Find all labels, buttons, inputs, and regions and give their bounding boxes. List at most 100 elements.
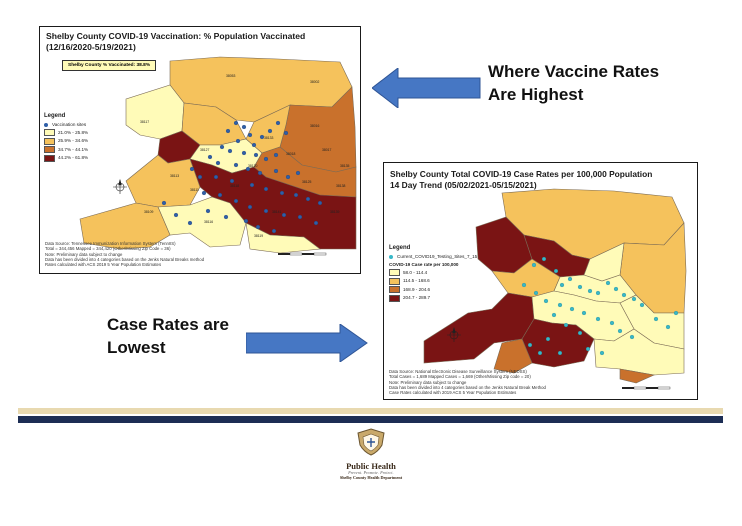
vaccination-site-marker: [233, 162, 239, 168]
vaccination-site-marker: [161, 200, 167, 206]
left-arrow-icon: [372, 68, 481, 108]
vaccination-site-marker: [279, 190, 285, 196]
case-rate-map-panel: Shelby County Total COVID-19 Case Rates …: [383, 162, 698, 400]
vaccination-map-title: Shelby County COVID-19 Vaccination: % Po…: [46, 31, 306, 41]
zip-label: 38138: [336, 184, 346, 188]
vaccination-site-marker: [253, 152, 259, 158]
vaccination-site-marker: [235, 138, 241, 144]
case-rate-map-title: Shelby County Total COVID-19 Case Rates …: [390, 169, 653, 179]
vaccination-legend: Legend Vaccination sites 21.0% - 25.8% 2…: [44, 113, 88, 163]
legend-label: 114.5 - 168.6: [403, 278, 430, 284]
vaccination-choropleth: 38053 38002 38016 38017 38018 38117 3811…: [79, 56, 357, 256]
testing-site-marker: [569, 306, 575, 312]
testing-site-marker: [617, 328, 623, 334]
testing-site-marker: [595, 290, 601, 296]
legend-swatch: [389, 269, 400, 277]
callout-line: Are Highest: [488, 85, 584, 104]
vaccination-site-marker: [263, 208, 269, 214]
zip-label: 38017: [322, 148, 332, 152]
vaccination-site-marker: [313, 220, 319, 226]
source-line: Total = 344,456 Mapped = 344,420 (Other/…: [45, 246, 171, 252]
source-line: Note: Preliminary data subject to change: [45, 251, 123, 257]
testing-site-marker: [527, 342, 533, 348]
testing-site-marker: [551, 312, 557, 318]
legend-swatch: [389, 277, 400, 285]
legend-subtitle: COVID-19 Case rate per 100,000: [389, 261, 459, 267]
vaccination-site-marker: [219, 144, 225, 150]
footer-navy-band: [18, 416, 723, 423]
logo-department: Shelby County Health Department: [339, 475, 403, 480]
testing-site-marker: [537, 350, 543, 356]
scale-bar: [278, 252, 327, 256]
legend-label: 25.9% - 34.6%: [58, 138, 89, 144]
legend-label: 58.0 - 114.4: [403, 269, 428, 275]
vaccination-site-marker: [233, 120, 239, 126]
zip-label: 38139: [330, 210, 340, 214]
legend-label: Current_COVID19_Testing_Sites_7_15: [397, 254, 478, 260]
vaccination-map-date-range: (12/16/2020-5/19/2021): [46, 42, 136, 52]
vaccination-site-marker: [317, 200, 323, 206]
vaccination-site-marker: [257, 170, 263, 176]
callout-line: Case Rates are: [107, 315, 229, 334]
county-vaccinated-summary: Shelby County % Vaccinated: 38.8%: [62, 60, 157, 71]
vaccination-site-marker: [201, 190, 207, 196]
vaccination-site-marker: [227, 148, 233, 154]
vaccination-site-marker: [207, 154, 213, 160]
vaccination-site-marker: [251, 142, 257, 148]
legend-title: Legend: [44, 113, 66, 119]
testing-site-marker: [553, 268, 559, 274]
testing-site-marker: [541, 256, 547, 262]
testing-site-marker: [585, 346, 591, 352]
shield-emblem-icon: [357, 428, 385, 456]
legend-item: 21.0% - 25.8%: [44, 129, 88, 137]
vaccination-site-marker: [215, 160, 221, 166]
testing-site-marker: [533, 290, 539, 296]
vaccination-site-marker: [273, 168, 279, 174]
vaccination-site-marker: [263, 156, 269, 162]
case-rate-legend: Legend Current_COVID19_Testing_Sites_7_1…: [389, 245, 477, 303]
vaccination-site-marker: [285, 174, 291, 180]
zip-label: 38113: [170, 174, 179, 178]
testing-site-marker: [581, 310, 587, 316]
zip-label: 38133: [264, 136, 274, 140]
case-rate-data-source: Data Source: National Electronic Disease…: [389, 369, 546, 396]
case-rate-map-date-range: 14 Day Trend (05/02/2021-05/15/2021): [390, 180, 537, 190]
right-arrow-icon: [246, 324, 368, 362]
zip-label: 38120: [248, 164, 258, 168]
testing-site-marker: [629, 334, 635, 340]
vaccination-site-marker: [205, 208, 211, 214]
vaccination-site-marker: [255, 224, 261, 230]
testing-site-marker: [639, 302, 645, 308]
zip-label: 38002: [310, 80, 320, 84]
vaccination-site-marker: [297, 214, 303, 220]
vaccination-site-marker: [241, 124, 247, 130]
case-rate-callout: Case Rates are Lowest: [107, 313, 229, 359]
legend-label: 168.9 - 204.6: [403, 286, 431, 292]
testing-site-marker: [531, 262, 537, 268]
testing-site-marker: [587, 288, 593, 294]
vaccination-site-marker: [249, 182, 255, 188]
testing-site-marker: [673, 310, 679, 316]
scale-bar: [622, 386, 671, 390]
legend-swatch: [44, 146, 55, 154]
vaccination-site-marker: [263, 186, 269, 192]
vaccination-site-marker: [295, 170, 301, 176]
legend-label: 44.2% - 61.8%: [58, 155, 89, 161]
zip-label: 38127: [200, 148, 210, 152]
vaccination-site-marker: [267, 128, 273, 134]
legend-swatch: [44, 129, 55, 137]
footer-gold-band: [18, 408, 723, 414]
testing-site-marker: [521, 282, 527, 288]
logo-tagline: Prevent. Promote. Protect.: [348, 471, 394, 475]
vaccination-site-marker: [187, 220, 193, 226]
testing-site-marker: [621, 292, 627, 298]
source-line: Case Rates calculated with 2019 ACS 5 Ye…: [389, 390, 517, 396]
callout-line: Where Vaccine Rates: [488, 62, 660, 81]
testing-site-marker: [545, 336, 551, 342]
vaccination-data-source: Data Source: Tennessee Immunization Info…: [45, 241, 204, 268]
vaccination-site-marker: [233, 198, 239, 204]
testing-site-marker: [577, 284, 583, 290]
zip-label: 38116: [204, 220, 213, 224]
zip-label: 38018: [286, 152, 296, 156]
vaccination-site-marker: [275, 120, 281, 126]
